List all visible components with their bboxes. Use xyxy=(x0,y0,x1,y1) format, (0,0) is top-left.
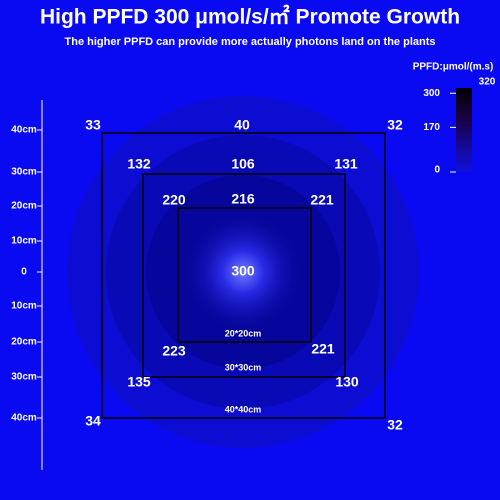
square-size-label: 20*20cm xyxy=(225,328,262,338)
ppfd-value: 130 xyxy=(335,374,359,390)
title: High PPFD 300 μmol/s/㎡ Promote Growth xyxy=(40,5,460,29)
ppfd-value: 221 xyxy=(311,341,335,357)
scale-label: 20cm xyxy=(11,337,37,348)
scale-label: 10cm xyxy=(11,301,37,312)
square-20 xyxy=(177,207,312,343)
subtitle: The higher PPFD can provide more actuall… xyxy=(65,36,436,48)
ppfd-value: 106 xyxy=(231,156,255,172)
scale-label: 30cm xyxy=(11,372,37,383)
center-value: 300 xyxy=(231,263,255,279)
ppfd-value: 40 xyxy=(234,117,250,133)
legend-tick-label: 300 xyxy=(423,88,440,99)
square-size-label: 40*40cm xyxy=(225,404,262,414)
ppfd-value: 34 xyxy=(85,413,101,429)
ppfd-value: 216 xyxy=(231,191,255,207)
scale-label: 20cm xyxy=(11,201,37,212)
square-30 xyxy=(142,173,346,378)
legend-tick-label: 170 xyxy=(423,122,440,133)
ppfd-value: 220 xyxy=(162,192,186,208)
scale-label: 10cm xyxy=(11,236,37,247)
legend-tick-label: 0 xyxy=(434,165,440,176)
ppfd-value: 32 xyxy=(387,417,403,433)
scale-label: 30cm xyxy=(11,167,37,178)
legend-title: PPFD:μmol/(m.s) xyxy=(413,62,494,73)
ppfd-value: 223 xyxy=(162,343,186,359)
ppfd-value: 135 xyxy=(127,374,151,390)
legend-max: 320 xyxy=(479,77,496,88)
square-size-label: 30*30cm xyxy=(225,362,262,372)
ppfd-value: 33 xyxy=(85,117,101,133)
scale-label: 40cm xyxy=(11,125,37,136)
scale-label: 40cm xyxy=(11,413,37,424)
ppfd-value: 132 xyxy=(127,156,151,172)
legend-colorbar xyxy=(456,88,472,172)
ppfd-value: 221 xyxy=(310,192,334,208)
center-glow xyxy=(183,212,303,332)
ppfd-value: 32 xyxy=(387,117,403,133)
square-40 xyxy=(101,132,386,419)
scale-label: 0 xyxy=(21,267,27,278)
ppfd-value: 131 xyxy=(334,156,358,172)
